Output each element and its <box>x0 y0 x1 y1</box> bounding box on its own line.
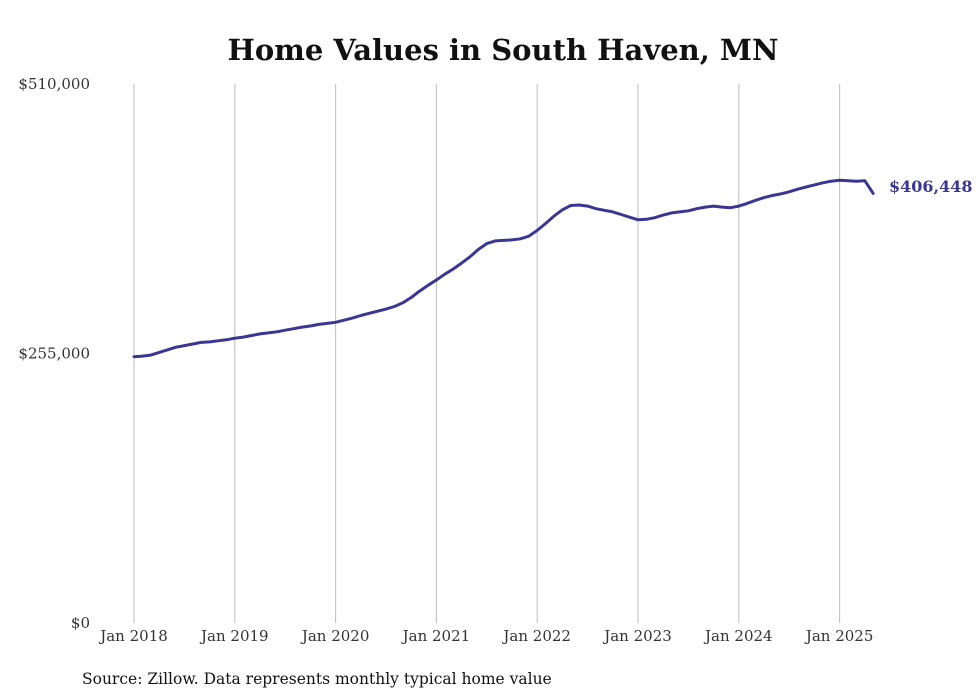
series-layer <box>132 178 875 359</box>
y-tick-label: $0 <box>71 614 90 632</box>
series-line <box>132 178 875 359</box>
gridlines <box>133 84 841 623</box>
x-tick-label: Jan 2025 <box>804 627 874 645</box>
x-tick-label: Jan 2018 <box>98 627 168 645</box>
y-tick-label: $510,000 <box>18 75 90 93</box>
x-tick-label: Jan 2024 <box>703 627 773 645</box>
x-tick-label: Jan 2022 <box>501 627 571 645</box>
end-value-label: $406,448 <box>889 177 973 196</box>
source-note: Source: Zillow. Data represents monthly … <box>82 670 552 688</box>
x-tick-label: Jan 2020 <box>300 627 370 645</box>
y-axis-ticks: $0 $255,000 $510,000 <box>18 75 90 632</box>
chart-title: Home Values in South Haven, MN <box>227 33 778 67</box>
x-axis-ticks: Jan 2018 Jan 2019 Jan 2020 Jan 2021 Jan 2022… <box>98 627 873 645</box>
x-tick-label: Jan 2023 <box>602 627 672 645</box>
x-tick-label: Jan 2021 <box>401 627 471 645</box>
y-tick-label: $255,000 <box>18 345 90 363</box>
x-tick-label: Jan 2019 <box>199 627 269 645</box>
